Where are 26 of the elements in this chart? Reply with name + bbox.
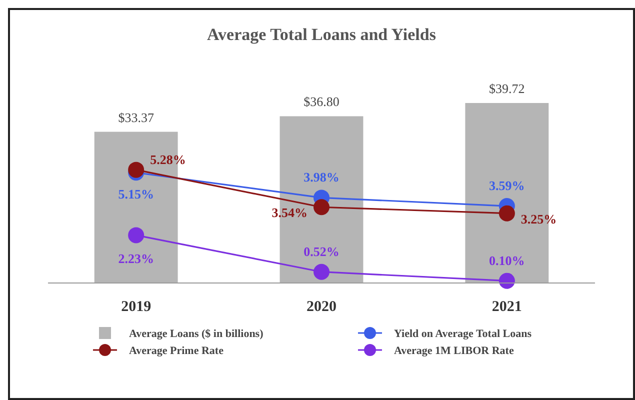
data-label: $36.80 — [304, 94, 340, 110]
legend-label: Yield on Average Total Loans — [394, 328, 532, 340]
x-tick-label: 2019 — [121, 299, 152, 315]
data-label: 0.10% — [489, 252, 525, 268]
data-label: 3.59% — [489, 178, 525, 194]
legend-label: Average Loans ($ in billions) — [129, 328, 264, 340]
data-label: 5.15% — [118, 186, 154, 202]
x-tick-label: 2021 — [492, 299, 522, 315]
data-label: 3.54% — [272, 205, 308, 220]
data-label: 2.23% — [118, 251, 154, 266]
data-label: 0.52% — [304, 244, 340, 259]
legend-label: Average Prime Rate — [129, 345, 224, 357]
data-label: $33.37 — [118, 110, 154, 125]
chart-title: Average Total Loans and Yields — [207, 25, 436, 44]
x-tick-label: 2020 — [306, 299, 336, 315]
point — [314, 199, 330, 216]
data-label: 3.25% — [520, 211, 557, 226]
legend-label: Average 1M LIBOR Rate — [394, 345, 514, 357]
data-label: 5.28% — [150, 152, 186, 167]
point — [498, 272, 515, 289]
data-label: $39.72 — [489, 81, 525, 96]
point — [314, 264, 330, 280]
point — [128, 162, 144, 178]
point — [498, 205, 515, 222]
point — [128, 227, 144, 244]
data-label: 3.98% — [304, 170, 340, 185]
